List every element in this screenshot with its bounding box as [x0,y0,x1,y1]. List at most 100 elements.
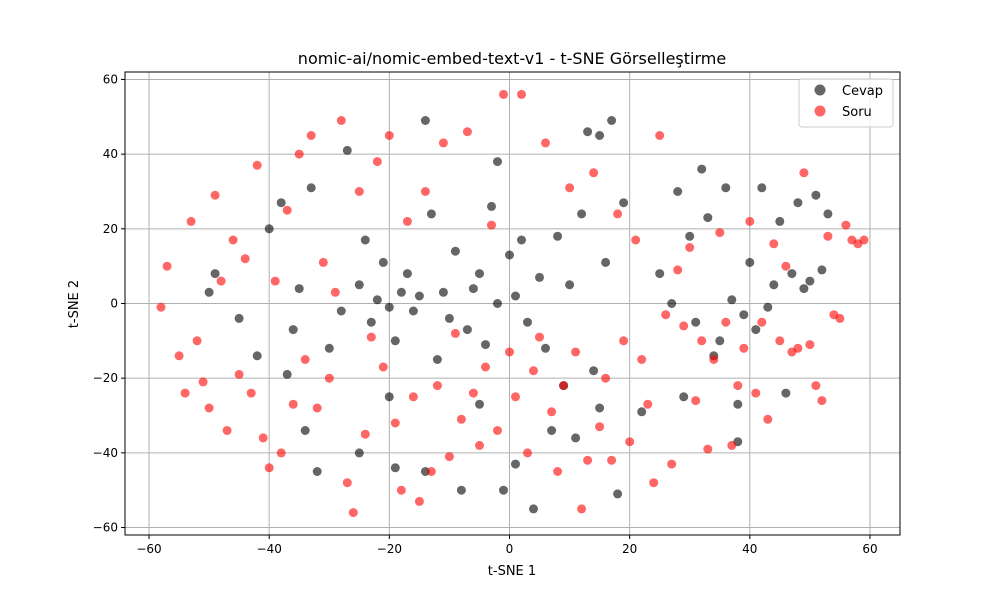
point-soru [643,399,653,409]
point-soru [613,209,623,219]
point-cevap [396,287,406,297]
y-tick-label: −40 [93,446,118,460]
point-cevap [432,355,442,364]
x-tick-label: −40 [257,542,282,556]
point-cevap [366,317,376,327]
point-cevap [481,340,490,350]
point-soru [595,422,605,432]
point-soru [679,321,689,331]
point-cevap [565,280,575,290]
point-cevap [691,317,701,327]
point-cevap [324,343,334,353]
point-cevap [613,489,623,499]
point-cevap [468,284,478,294]
point-soru [763,414,773,424]
point-soru [408,392,418,402]
point-soru [769,239,779,249]
point-soru [697,336,707,346]
point-cevap [595,131,605,140]
point-soru [294,149,304,159]
point-cevap [475,399,484,409]
point-soru [396,485,406,495]
y-axis-ticks: −60 −40 −20 0 20 40 60 [93,72,125,535]
point-soru [511,392,520,402]
point-soru [438,138,448,148]
point-soru [390,418,400,428]
y-tick-label: 60 [103,72,118,86]
point-soru [402,216,412,226]
point-soru [444,452,454,462]
y-tick-label: −20 [93,371,118,385]
point-soru [216,276,226,286]
point-soru [432,381,442,391]
point-cevap [697,164,707,174]
point-cevap [462,325,472,335]
point-soru [378,362,388,372]
point-cevap [444,313,454,323]
point-soru [198,377,208,387]
point-cevap [300,426,310,435]
y-tick-label: 20 [103,222,118,236]
x-axis-ticks: −60 −40 −20 0 20 40 60 [136,535,878,556]
point-cevap [511,459,520,469]
point-soru [817,396,827,406]
point-cevap [505,250,514,260]
point-soru [420,187,430,196]
point-soru [517,89,526,99]
point-cevap [793,198,803,208]
point-soru [601,373,611,383]
point-cevap [210,269,220,279]
point-cevap [745,257,755,267]
point-soru [583,455,593,465]
point-cevap [607,116,617,125]
point-soru [529,366,538,376]
point-cevap [583,127,593,137]
point-cevap [577,209,587,219]
point-soru [264,463,274,473]
point-cevap [294,284,304,294]
y-tick-label: 40 [103,147,118,161]
point-soru [426,467,436,476]
point-soru [228,235,238,245]
point-soru [799,168,809,178]
point-soru [823,231,833,241]
y-tick-label: −60 [93,521,118,535]
point-cevap [360,235,370,245]
point-soru [162,261,172,271]
point-cevap [655,269,665,279]
point-soru [721,317,731,327]
point-soru [667,459,677,469]
point-soru [475,440,484,450]
point-soru [258,433,268,443]
point-cevap [408,306,418,316]
point-cevap [571,433,581,443]
point-cevap [529,504,538,514]
point-cevap [252,351,262,361]
y-tick-label: 0 [110,297,118,311]
point-soru [673,265,683,275]
point-cevap [775,216,785,226]
point-cevap [751,325,761,335]
point-soru [174,351,184,361]
point-cevap [312,467,322,476]
point-cevap [637,407,647,417]
point-soru [751,388,761,398]
point-cevap [781,388,791,398]
point-cevap [336,306,346,316]
point-soru [691,396,701,406]
point-cevap [493,299,502,308]
point-soru [523,448,532,458]
point-cevap [390,336,400,346]
point-cevap [517,235,526,245]
point-soru [276,448,286,458]
point-soru [775,336,785,346]
point-cevap [805,276,815,286]
point-cevap [547,426,557,435]
point-soru [342,478,352,488]
point-soru [661,310,671,320]
point-cevap [523,317,532,327]
point-soru [306,131,316,140]
point-soru [631,235,641,245]
point-cevap [799,284,809,294]
